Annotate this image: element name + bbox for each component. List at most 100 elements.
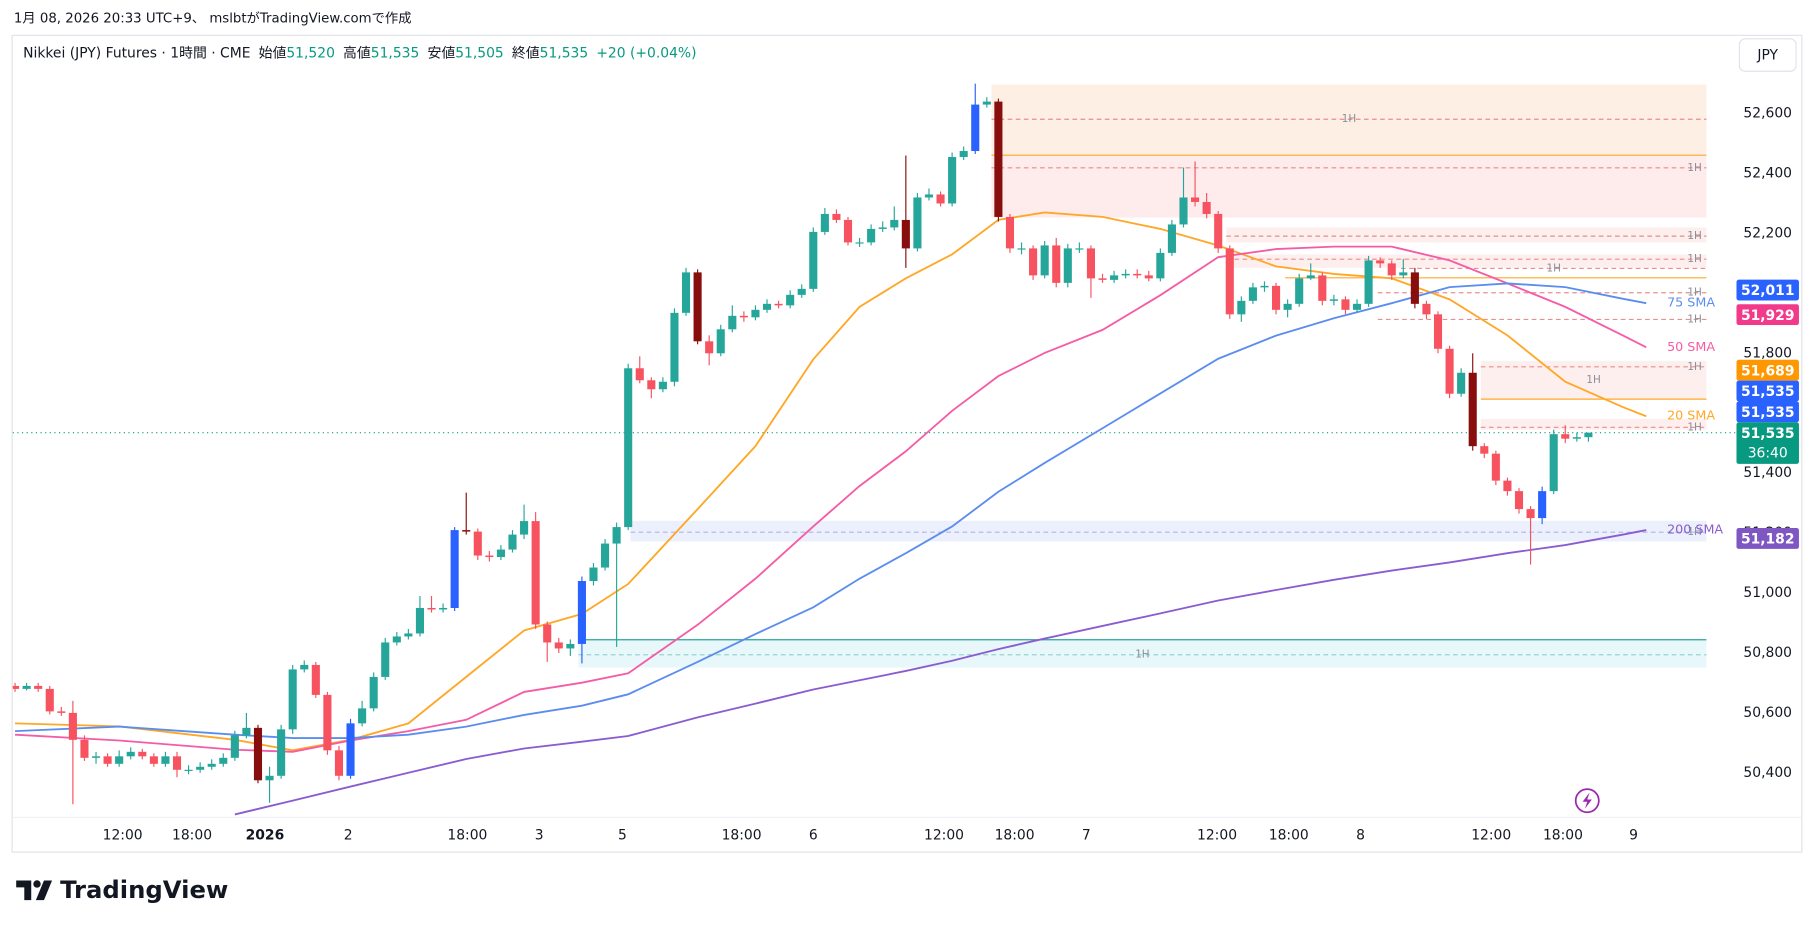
candle-body [739,315,748,318]
level-label: 1H [1342,113,1356,125]
candle-body [1121,273,1130,276]
candle-body [149,756,158,764]
candle-body [786,294,795,306]
x-tick-label: 2 [344,827,353,843]
created-note: 1月 08, 2026 20:33 UTC+9、 mslbtがTradingVi… [14,11,412,27]
candle-body [762,303,772,310]
candle-body [415,607,424,634]
x-tick-label: 12:00 [103,827,143,843]
candle-body [1005,216,1015,249]
symbol-name: Nikkei (JPY) Futures · 1時間 · CME [23,45,250,61]
currency-button[interactable] [1738,38,1797,72]
level-label: 1H [1135,649,1149,661]
price-badge-label: 51,535 [1741,426,1795,442]
candle-body [1491,453,1500,481]
candle-body [543,624,552,643]
x-tick-label: 9 [1629,827,1638,843]
x-tick-label: 7 [1082,827,1091,843]
x-tick-label: 3 [535,827,544,843]
candle-body [1225,248,1234,315]
level-label: 1H [1687,526,1701,538]
candle-body [1503,480,1512,492]
candle-body [1538,491,1547,519]
candle-body [554,642,563,649]
candle-body [1167,224,1176,253]
price-zone [578,639,1707,668]
candle-body [358,708,367,724]
candle-body [334,750,344,776]
x-tick-label: 2026 [246,827,285,843]
y-tick-label: 50,400 [1743,765,1792,781]
candle-body [681,272,691,313]
x-tick-label: 18:00 [995,827,1035,843]
ohlc-name: 高値 [343,44,371,61]
sma-label: 50 SMA [1667,339,1715,354]
candle-body [994,101,1003,217]
change-value: +20 (+0.04%) [596,45,696,61]
candle-body [103,756,112,764]
level-label: 1H [1687,361,1701,373]
candle-body [1295,278,1304,304]
candle-body [1399,272,1408,276]
price-zone [991,84,1707,156]
candle-body [959,151,968,158]
candle-body [832,213,841,220]
candle-body [1352,303,1362,310]
ohlc-name: 終値 [512,45,540,61]
candle-body [462,530,471,532]
candle-body [1526,509,1535,519]
candle-body [901,219,910,249]
candle-body [520,521,529,535]
candle-body [1214,213,1223,249]
price-badge-label: 51,689 [1741,363,1795,379]
zone-label: 1H [1586,374,1600,386]
candle-body [913,197,922,249]
x-tick-label: 18:00 [1269,827,1309,843]
ohlc-name: 始値 [259,45,287,61]
candle-body [1260,285,1269,288]
candle-body [1549,434,1558,492]
candle-body [172,756,182,770]
y-tick-label: 50,800 [1743,645,1792,661]
y-tick-label: 52,200 [1743,225,1792,241]
candle-body [184,769,193,771]
x-tick-label: 6 [809,827,818,843]
sma-label: 200 SMA [1667,522,1723,537]
y-tick-label: 51,400 [1743,465,1792,481]
alert-icon[interactable] [1574,788,1600,814]
currency-label[interactable]: JPY [1756,48,1778,64]
candle-body [670,312,679,382]
level-label: 1H [1687,421,1701,433]
ohlc-value: 51,535 [540,45,589,61]
candle-body [265,775,274,781]
candle-body [1086,248,1095,279]
candle-body [566,643,575,649]
candle-body [820,213,829,232]
candle-body [80,739,89,758]
brand-logo [16,880,53,901]
candle-body [1029,248,1038,276]
candle-body [1480,446,1489,454]
candle-body [936,194,945,204]
y-tick-label: 51,000 [1743,585,1792,601]
candle-body [878,227,887,229]
candle-body [1156,252,1165,279]
candle-body [1271,285,1281,310]
candle-body [890,219,899,228]
candle-body [1410,272,1419,304]
candle-body [138,751,147,757]
price-badge [1736,304,1799,326]
candle-body [1318,275,1327,301]
candle-body [809,231,818,289]
candle-body [242,727,251,736]
price-badge [1736,380,1799,402]
countdown: 36:40 [1748,446,1788,462]
price-badge-label: 51,182 [1741,532,1795,548]
level-label: 1H [1687,287,1701,299]
candle-body [91,756,101,758]
candle-body [1387,263,1396,276]
alert-bolt[interactable] [1582,792,1592,809]
price-badge [1736,279,1799,301]
level-label: 1H [1687,313,1701,325]
candle-body [1110,275,1119,280]
